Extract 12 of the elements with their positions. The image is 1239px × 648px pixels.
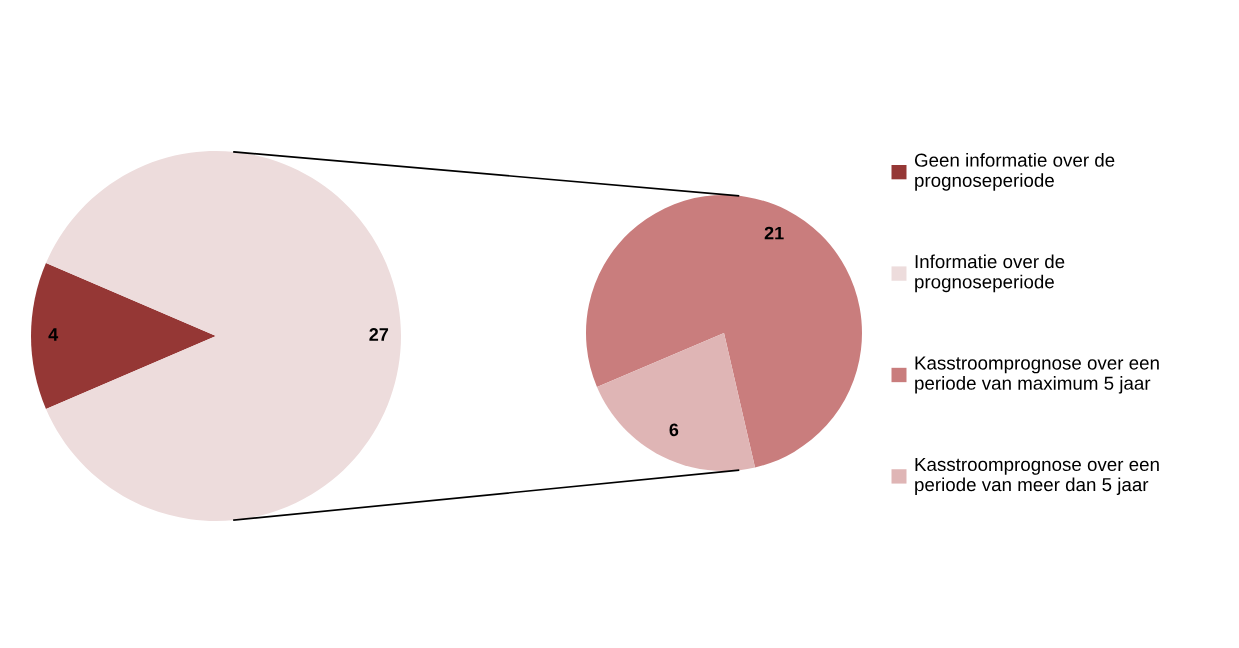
- data-label: 21: [764, 226, 784, 240]
- pie-slice: [31, 263, 216, 409]
- pie-slice: [45, 151, 401, 521]
- legend-label: Kasstroomprognose over een periode van meer dan 5 jaar: [915, 457, 1159, 495]
- legend-label: Geen informatie over de prognoseperiode: [914, 153, 1115, 191]
- legend-label: Kasstroomprognose over een periode van maximum 5 jaar: [915, 356, 1159, 394]
- pie-slice: [586, 195, 862, 468]
- pie-slice: [596, 333, 756, 471]
- data-label: 27: [369, 328, 389, 341]
- data-label: 4: [48, 328, 59, 341]
- data-label: 6: [669, 423, 679, 437]
- legend-label: Informatie over de prognoseperiode: [915, 254, 1065, 293]
